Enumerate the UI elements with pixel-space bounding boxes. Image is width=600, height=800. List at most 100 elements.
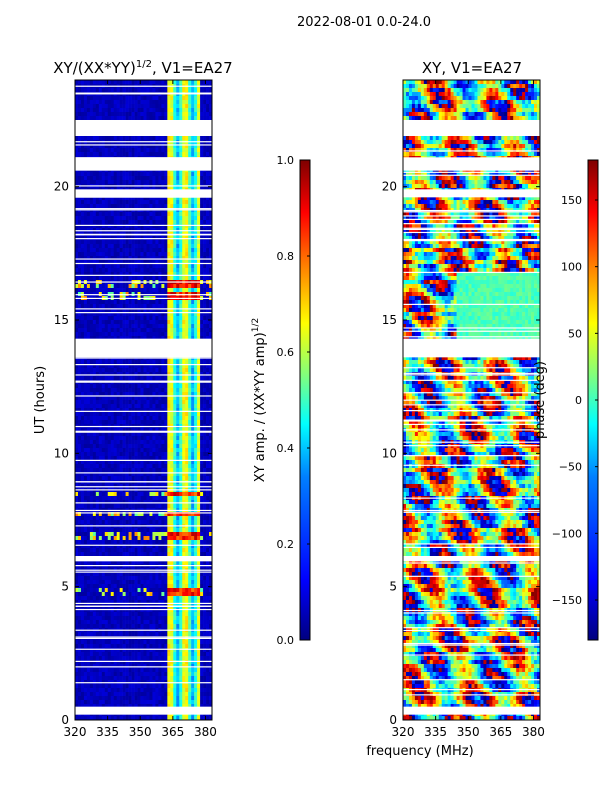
heatmap-cell bbox=[206, 212, 210, 217]
heatmap-cell bbox=[167, 460, 171, 465]
heatmap-cell bbox=[95, 416, 100, 421]
heatmap-cell bbox=[179, 288, 183, 293]
heatmap-cell bbox=[200, 460, 204, 465]
heatmap-cell bbox=[116, 264, 120, 269]
heatmap-cell bbox=[194, 80, 198, 85]
heatmap-cell bbox=[89, 372, 94, 377]
heatmap-cell bbox=[197, 88, 201, 93]
heatmap-cell bbox=[92, 276, 97, 281]
heatmap-cell bbox=[170, 288, 174, 293]
heatmap-cell bbox=[203, 448, 207, 453]
heatmap-cell bbox=[75, 80, 79, 85]
heatmap-cell bbox=[125, 336, 129, 341]
heatmap-cell bbox=[86, 504, 91, 509]
heatmap-cell bbox=[188, 304, 192, 309]
heatmap-cell bbox=[176, 144, 180, 149]
heatmap-cell bbox=[179, 308, 183, 313]
heatmap-cell bbox=[92, 224, 97, 229]
heatmap-cell bbox=[86, 256, 91, 261]
heatmap-cell bbox=[170, 324, 174, 329]
heatmap-cell bbox=[75, 216, 79, 221]
heatmap-cell bbox=[107, 312, 112, 317]
heatmap-cell bbox=[125, 244, 129, 249]
heatmap-cell bbox=[143, 136, 147, 141]
heatmap-cell bbox=[164, 244, 168, 249]
heatmap-cell bbox=[179, 408, 183, 413]
heatmap-cell bbox=[101, 396, 106, 401]
heatmap-cell bbox=[83, 284, 88, 289]
heatmap-cell bbox=[131, 492, 135, 497]
heatmap-cell bbox=[185, 272, 189, 277]
heatmap-cell bbox=[170, 484, 174, 489]
heatmap-cell bbox=[206, 272, 210, 277]
heatmap-cell bbox=[173, 468, 177, 473]
heatmap-cell bbox=[110, 324, 115, 329]
heatmap-cell bbox=[137, 384, 141, 389]
heatmap-cell bbox=[158, 304, 162, 309]
heatmap-cell bbox=[83, 196, 88, 201]
heatmap-cell bbox=[128, 388, 132, 393]
heatmap-cell bbox=[197, 220, 201, 225]
heatmap-cell bbox=[80, 472, 85, 477]
heatmap-cell bbox=[101, 468, 106, 473]
heatmap-cell bbox=[182, 336, 186, 341]
heatmap-cell bbox=[140, 504, 144, 509]
heatmap-cell bbox=[131, 288, 135, 293]
heatmap-cell bbox=[101, 484, 106, 489]
heatmap-cell bbox=[170, 244, 174, 249]
heatmap-cell bbox=[75, 212, 79, 217]
heatmap-cell bbox=[104, 504, 109, 509]
heatmap-cell bbox=[197, 260, 201, 265]
heatmap-cell bbox=[206, 172, 210, 177]
heatmap-cell bbox=[92, 420, 97, 425]
heatmap-cell bbox=[104, 316, 109, 321]
heatmap-cell bbox=[122, 392, 126, 397]
heatmap-cell bbox=[92, 196, 97, 201]
heatmap-cell bbox=[158, 324, 162, 329]
heatmap-cell bbox=[83, 496, 88, 501]
heatmap-cell bbox=[128, 112, 132, 117]
heatmap-cell bbox=[152, 368, 156, 373]
heatmap-cell bbox=[170, 180, 174, 185]
heatmap-cell bbox=[83, 244, 88, 249]
heatmap-cell bbox=[185, 284, 189, 289]
heatmap-cell bbox=[83, 492, 88, 497]
heatmap-cell bbox=[134, 216, 138, 221]
heatmap-cell bbox=[95, 328, 100, 333]
heatmap-cell bbox=[110, 148, 115, 153]
heatmap-cell bbox=[116, 456, 120, 461]
heatmap-cell bbox=[197, 176, 201, 181]
heatmap-cell bbox=[179, 428, 183, 433]
heatmap-cell bbox=[113, 504, 117, 509]
heatmap-cell bbox=[185, 204, 189, 209]
heatmap-cell bbox=[146, 200, 150, 205]
heatmap-cell bbox=[137, 512, 141, 517]
heatmap-cell bbox=[164, 272, 168, 277]
heatmap-cell bbox=[152, 444, 156, 449]
heatmap-cell bbox=[167, 96, 171, 101]
heatmap-cell bbox=[194, 308, 198, 313]
heatmap-cell bbox=[119, 108, 123, 113]
heatmap-cell bbox=[104, 336, 109, 341]
heatmap-cell bbox=[104, 464, 109, 469]
heatmap-cell bbox=[128, 336, 132, 341]
heatmap-cell bbox=[101, 108, 106, 113]
heatmap-cell bbox=[149, 492, 153, 497]
heatmap-cell bbox=[86, 308, 91, 313]
heatmap-cell bbox=[128, 432, 132, 437]
heatmap-cell bbox=[152, 336, 156, 341]
heatmap-cell bbox=[75, 288, 79, 293]
heatmap-cell bbox=[194, 444, 198, 449]
heatmap-cell bbox=[155, 80, 159, 85]
heatmap-cell bbox=[125, 96, 129, 101]
heatmap-cell bbox=[107, 416, 112, 421]
heatmap-cell bbox=[209, 308, 212, 313]
heatmap-cell bbox=[92, 428, 97, 433]
heatmap-cell bbox=[113, 108, 117, 113]
heatmap-cell bbox=[131, 104, 135, 109]
heatmap-cell bbox=[185, 112, 189, 117]
heatmap-cell bbox=[89, 332, 94, 337]
heatmap-cell bbox=[101, 116, 106, 121]
heatmap-cell bbox=[119, 400, 123, 405]
heatmap-cell bbox=[83, 212, 88, 217]
